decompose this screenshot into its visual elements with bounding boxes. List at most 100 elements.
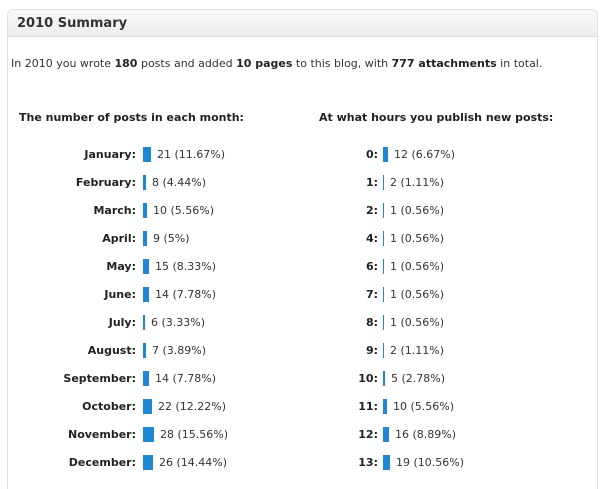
hour-value: 1 (0.56%) [390,232,445,245]
month-value: 28 (15.56%) [160,428,229,441]
summary-text: In 2010 you wrote 180 posts and added 10… [11,57,542,70]
pages-count: 10 pages [236,57,293,70]
summary-panel: 2010 Summary [7,9,598,489]
month-value: 9 (5%) [153,232,190,245]
month-row: May: 15 (8.33%) [0,259,600,275]
month-bar [143,231,147,246]
month-label: October: [82,400,136,413]
hour-value: 12 (6.67%) [394,148,456,161]
hour-label: 8: [365,316,378,329]
month-row: January: 21 (11.67%) [0,147,600,163]
month-bar [143,455,153,470]
summary-text-3: to this blog, with [292,57,392,70]
month-row: October: 22 (12.22%) [0,399,600,415]
month-value: 6 (3.33%) [151,316,206,329]
hour-label: 9: [365,344,378,357]
hour-bar [383,175,384,190]
hour-row: 0: 12 (6.67%) [0,147,600,163]
month-row: December: 26 (14.44%) [0,455,600,471]
hour-bar [383,231,384,246]
hour-row: 10: 5 (2.78%) [0,371,600,387]
month-row: April: 9 (5%) [0,231,600,247]
month-label: February: [75,176,136,189]
hour-label: 13: [358,456,378,469]
month-bar [143,147,151,162]
month-row: June: 14 (7.78%) [0,287,600,303]
month-bar [143,259,149,274]
hour-value: 16 (8.89%) [395,428,457,441]
posts-count: 180 [114,57,138,70]
hours-title: At what hours you publish new posts: [319,111,554,124]
month-value: 14 (7.78%) [155,288,217,301]
hour-value: 1 (0.56%) [390,316,445,329]
month-row: November: 28 (15.56%) [0,427,600,443]
hour-row: 7: 1 (0.56%) [0,287,600,303]
hour-bar [383,455,390,470]
summary-text-4: in total. [496,57,543,70]
month-label: July: [108,316,136,329]
hour-label: 11: [358,400,378,413]
month-label: August: [87,344,136,357]
hour-bar [383,371,385,386]
month-bar [143,287,149,302]
hour-value: 1 (0.56%) [390,260,445,273]
month-label: April: [102,232,136,245]
hour-bar [383,399,387,414]
hour-row: 4: 1 (0.56%) [0,231,600,247]
hour-label: 0: [365,148,378,161]
hour-value: 19 (10.56%) [396,456,465,469]
month-value: 7 (3.89%) [152,344,207,357]
hour-value: 1 (0.56%) [390,204,445,217]
month-bar [143,371,149,386]
hour-row: 12: 16 (8.89%) [0,427,600,443]
month-bar [143,343,146,358]
month-row: August: 7 (3.89%) [0,343,600,359]
hour-label: 4: [365,232,378,245]
month-row: March: 10 (5.56%) [0,203,600,219]
summary-text-2: posts and added [137,57,237,70]
month-row: September: 14 (7.78%) [0,371,600,387]
hour-row: 13: 19 (10.56%) [0,455,600,471]
month-bar [143,175,146,190]
month-value: 21 (11.67%) [157,148,226,161]
month-value: 26 (14.44%) [159,456,228,469]
hour-bar [383,343,384,358]
months-title: The number of posts in each month: [19,111,244,124]
month-bar [143,399,152,414]
month-label: June: [104,288,136,301]
month-value: 15 (8.33%) [155,260,217,273]
hour-row: 6: 1 (0.56%) [0,259,600,275]
month-label: March: [93,204,136,217]
hour-bar [383,203,384,218]
month-label: December: [68,456,136,469]
panel-title: 2010 Summary [8,10,597,37]
hour-value: 10 (5.56%) [393,400,455,413]
month-bar [143,203,147,218]
hour-value: 1 (0.56%) [390,288,445,301]
month-row: February: 8 (4.44%) [0,175,600,191]
hour-bar [383,287,384,302]
month-label: May: [106,260,136,273]
attachments-count: 777 attachments [391,57,497,70]
hour-row: 2: 1 (0.56%) [0,203,600,219]
hour-row: 11: 10 (5.56%) [0,399,600,415]
hour-label: 12: [358,428,378,441]
month-row: July: 6 (3.33%) [0,315,600,331]
month-bar [143,315,145,330]
hour-bar [383,427,389,442]
hour-row: 9: 2 (1.11%) [0,343,600,359]
hour-value: 2 (1.11%) [390,344,445,357]
hour-value: 2 (1.11%) [390,176,445,189]
hour-bar [383,147,388,162]
month-value: 22 (12.22%) [158,400,227,413]
hour-label: 1: [365,176,378,189]
summary-text-1: In 2010 you wrote [11,57,115,70]
month-label: January: [84,148,136,161]
month-label: November: [67,428,136,441]
hour-value: 5 (2.78%) [391,372,446,385]
month-label: September: [63,372,136,385]
hour-row: 1: 2 (1.11%) [0,175,600,191]
month-value: 10 (5.56%) [153,204,215,217]
hour-label: 2: [365,204,378,217]
hour-label: 6: [365,260,378,273]
